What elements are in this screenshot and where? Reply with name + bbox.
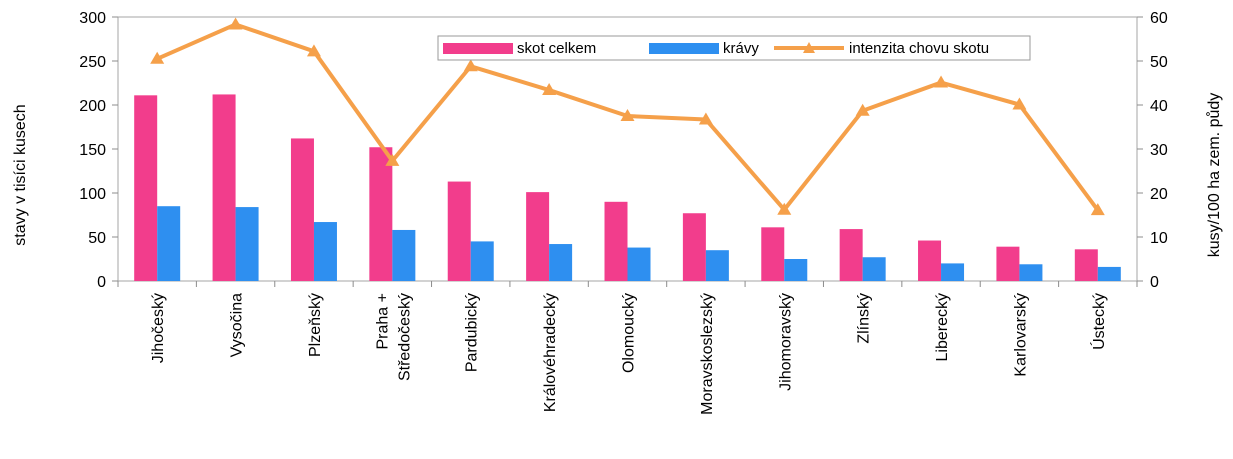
bar-skot-celkem xyxy=(996,246,1020,281)
line-point-marker xyxy=(306,44,321,57)
x-category-label: Jihočeský xyxy=(150,293,167,363)
bar-krávy xyxy=(235,207,259,281)
line-point-marker xyxy=(542,83,557,96)
x-category-label: Olomoucký xyxy=(621,293,638,373)
x-category-label: Zlínský xyxy=(856,293,873,344)
legend-swatch-skot-celkem xyxy=(443,43,513,54)
bar-skot-celkem xyxy=(526,192,550,281)
left-axis: 0 50 100 150 200 250 300 xyxy=(79,10,118,291)
bar-skot-celkem xyxy=(134,95,158,281)
y-tick-label: 300 xyxy=(79,10,106,27)
y-tick-label: 0 xyxy=(97,274,106,291)
bar-skot-celkem xyxy=(447,181,471,281)
y2-tick-label: 40 xyxy=(1150,98,1168,115)
bar-skot-celkem xyxy=(290,138,314,281)
bar-krávy xyxy=(784,259,808,281)
y-axis-title: stavy v tisíci kusech xyxy=(12,104,29,245)
bar-skot-celkem xyxy=(839,229,863,281)
bars xyxy=(134,94,1121,281)
bar-krávy xyxy=(941,263,965,281)
right-axis: 0 10 20 30 40 50 60 xyxy=(1137,10,1168,291)
x-category-label: Karlovarský xyxy=(1012,293,1029,377)
bar-skot-celkem xyxy=(212,94,236,281)
legend-marker-intenzita xyxy=(803,42,815,53)
y2-tick-label: 60 xyxy=(1150,10,1168,27)
legend-box xyxy=(437,35,1031,61)
line-point-marker xyxy=(620,109,635,121)
line-point-marker xyxy=(698,112,713,125)
line-point-marker xyxy=(1012,97,1027,110)
line-point-marker xyxy=(463,59,478,72)
y-tick-label: 100 xyxy=(79,186,106,203)
y2-tick-label: 50 xyxy=(1150,54,1168,71)
line-point-marker xyxy=(855,103,870,116)
x-category-label: Moravskoslezský xyxy=(699,293,716,415)
x-category-label: Královéhradecký xyxy=(542,293,559,412)
bar-krávy xyxy=(627,247,651,281)
bar-krávy xyxy=(549,244,573,281)
bar-skot-celkem xyxy=(369,147,393,281)
bar-krávy xyxy=(392,229,416,281)
line-series xyxy=(150,17,1105,216)
line-point-marker xyxy=(385,153,400,166)
legend: skot celkem krávy intenzita chovu skotu xyxy=(437,35,1031,61)
bar-krávy xyxy=(1097,266,1121,281)
line-point-marker xyxy=(228,17,243,30)
bar-skot-celkem xyxy=(918,240,942,281)
y2-tick-label: 0 xyxy=(1150,274,1159,291)
legend-label-skot-celkem: skot celkem xyxy=(517,40,596,57)
x-category-label: Středočeský xyxy=(396,293,413,381)
line-point-marker xyxy=(777,202,792,215)
bar-krávy xyxy=(1019,264,1043,281)
x-category-label: Praha + xyxy=(374,293,391,349)
y-tick-label: 250 xyxy=(79,54,106,71)
x-category-label: Plzeňský xyxy=(307,293,324,357)
bar-skot-celkem xyxy=(761,227,785,281)
legend-swatch-kravy xyxy=(649,43,719,54)
bar-skot-celkem xyxy=(604,201,628,281)
bar-krávy xyxy=(157,206,181,281)
x-category-label: Liberecký xyxy=(934,293,951,361)
bar-skot-celkem xyxy=(682,213,706,281)
bar-krávy xyxy=(313,222,337,281)
y2-tick-label: 10 xyxy=(1150,230,1168,247)
x-category-label: Vysočina xyxy=(229,293,246,357)
x-category-label: Jihomoravský xyxy=(777,293,794,391)
legend-label-intenzita: intenzita chovu skotu xyxy=(849,40,989,57)
bar-krávy xyxy=(705,250,729,281)
x-category-label: Pardubický xyxy=(464,293,481,372)
bar-krávy xyxy=(470,241,494,281)
line-point-marker xyxy=(934,75,949,88)
y-tick-label: 200 xyxy=(79,98,106,115)
bar-krávy xyxy=(862,257,886,281)
y-tick-label: 150 xyxy=(79,142,106,159)
legend-label-kravy: krávy xyxy=(723,40,759,57)
y2-tick-label: 30 xyxy=(1150,142,1168,159)
x-axis: Jihočeský Vysočina Plzeňský Praha + Středoče… xyxy=(117,281,1138,415)
x-category-label: Ústecký xyxy=(1089,293,1108,350)
bar-skot-celkem xyxy=(1074,249,1098,281)
y-tick-label: 50 xyxy=(88,230,106,247)
y2-tick-label: 20 xyxy=(1150,186,1168,203)
y2-axis-title: kusy/100 ha zem. půdy xyxy=(1205,93,1223,258)
line-point-marker xyxy=(1090,203,1105,216)
line-point-marker xyxy=(150,51,165,64)
